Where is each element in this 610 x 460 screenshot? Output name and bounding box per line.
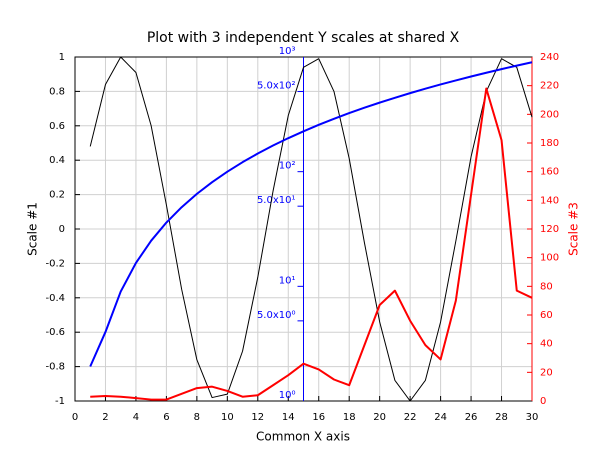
y2-tick-label: 160	[540, 167, 559, 178]
y-tick-label: -1	[55, 396, 65, 407]
x-tick-label: 12	[251, 412, 264, 423]
y2-tick-label: 220	[540, 81, 559, 92]
y2-tick-label: 100	[540, 253, 559, 264]
x-tick-label: 24	[434, 412, 447, 423]
y3-tick-label: 10³	[279, 46, 296, 57]
y3-tick-label: 5.0x10²	[257, 81, 296, 92]
y3-tick-label: 10⁰	[279, 390, 296, 401]
y2-tick-label: 60	[540, 310, 553, 321]
series-line	[89, 56, 533, 402]
x-tick-label: 16	[312, 412, 325, 423]
x-tick-label: 22	[404, 412, 417, 423]
y-tick-label: -0.8	[45, 362, 65, 373]
x-tick-label: 10	[221, 412, 234, 423]
y2-tick-label: 80	[540, 281, 553, 292]
y-tick-label: -0.6	[45, 327, 65, 338]
y2-tick-label: 120	[540, 224, 559, 235]
y2-tick-label: 20	[540, 367, 553, 378]
y-tick-label: 1	[59, 52, 65, 63]
y-tick-label: 0.6	[49, 121, 65, 132]
y3-tick-label: 5.0x10⁰	[257, 310, 296, 321]
x-tick-label: 2	[102, 412, 108, 423]
y3-tick-label: 10²	[279, 161, 296, 172]
y-tick-label: -0.2	[45, 258, 65, 269]
y-tick-label: 0.4	[49, 155, 65, 166]
series-line	[90, 87, 533, 401]
y2-tick-label: 40	[540, 339, 553, 350]
x-tick-label: 6	[163, 412, 169, 423]
x-tick-label: 8	[194, 412, 200, 423]
y-tick-label: 0.8	[49, 86, 65, 97]
y2-tick-label: 180	[540, 138, 559, 149]
y2-tick-label: 240	[540, 52, 559, 63]
x-tick-label: 4	[133, 412, 139, 423]
x-tick-label: 20	[373, 412, 386, 423]
x-tick-label: 30	[526, 412, 539, 423]
x-tick-label: 28	[495, 412, 508, 423]
y2-tick-label: 0	[540, 396, 546, 407]
x-tick-label: 14	[282, 412, 295, 423]
y2-tick-label: 200	[540, 109, 559, 120]
series-line	[89, 61, 533, 367]
y-axis-label: Scale #1	[26, 202, 40, 256]
y-tick-label: 0.2	[49, 190, 65, 201]
x-axis-label: Common X axis	[256, 430, 350, 444]
x-tick-label: 0	[72, 412, 78, 423]
chart-title: Plot with 3 independent Y scales at shar…	[147, 30, 460, 46]
x-tick-label: 18	[343, 412, 356, 423]
y-tick-label: 0	[59, 224, 65, 235]
y-tick-label: -0.4	[45, 293, 65, 304]
y2-tick-label: 140	[540, 195, 559, 206]
y3-tick-label: 10¹	[279, 275, 296, 286]
x-tick-label: 26	[465, 412, 478, 423]
y2-axis-label: Scale #3	[567, 202, 581, 256]
y3-tick-label: 5.0x10¹	[257, 195, 296, 206]
